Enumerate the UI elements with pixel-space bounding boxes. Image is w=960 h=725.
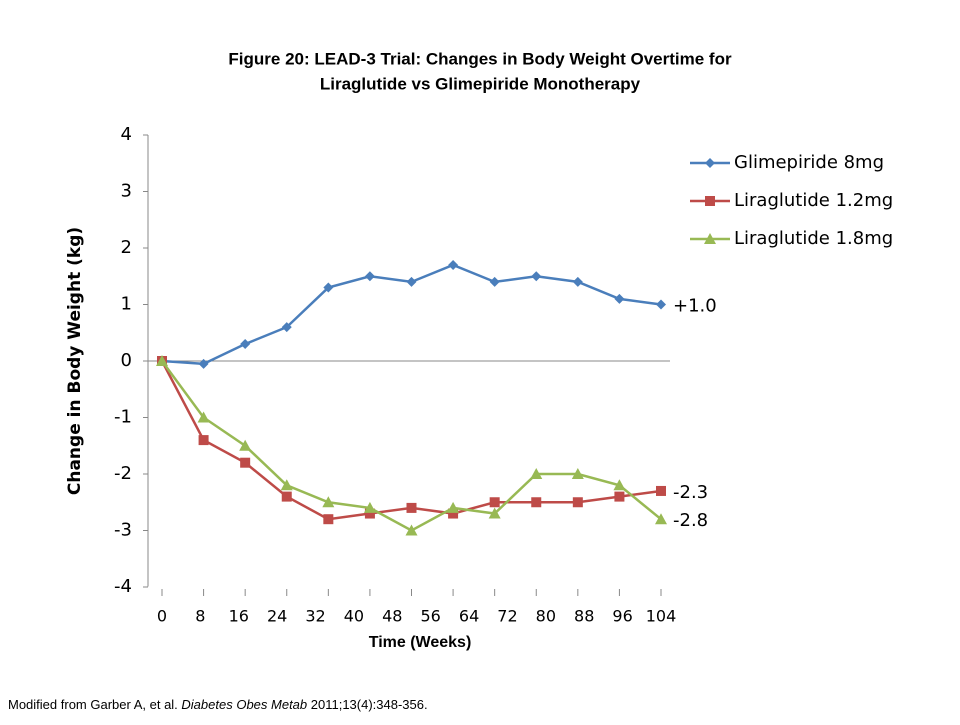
x-tick-label: 64	[459, 607, 479, 626]
marker	[240, 457, 251, 468]
y-tick-label: -3	[114, 520, 132, 541]
y-tick-label: 4	[121, 124, 132, 145]
marker	[613, 479, 626, 491]
marker	[572, 276, 583, 287]
marker	[405, 524, 418, 536]
marker	[448, 508, 459, 519]
marker	[571, 468, 584, 479]
x-tick-label: 56	[421, 607, 441, 626]
marker	[322, 496, 335, 508]
x-tick-label: 40	[344, 607, 364, 626]
marker	[489, 497, 500, 508]
x-tick-label: 96	[612, 607, 632, 626]
footnote-text: Modified from Garber A, et al.	[8, 697, 181, 712]
x-tick-label: 48	[382, 607, 402, 626]
y-tick-label: 3	[121, 181, 132, 202]
x-tick-label: 32	[305, 607, 325, 626]
marker	[197, 411, 210, 423]
marker	[406, 276, 417, 287]
marker	[656, 299, 666, 310]
marker	[240, 339, 251, 350]
marker	[614, 293, 625, 304]
end-label: +1.0	[673, 296, 717, 317]
x-tick-label: 8	[195, 607, 205, 626]
x-tick-label: 0	[157, 607, 167, 626]
marker	[239, 439, 252, 451]
footnote-text: 2011;13(4):348-356.	[307, 697, 427, 712]
marker	[530, 468, 543, 479]
marker	[531, 497, 542, 508]
marker	[363, 501, 376, 513]
y-tick-label: 0	[121, 350, 132, 371]
marker	[655, 513, 667, 525]
legend-label: Liraglutide 1.2mg	[734, 190, 893, 211]
marker	[281, 322, 292, 333]
x-tick-label: 80	[536, 607, 556, 626]
marker	[156, 355, 168, 366]
y-tick-label: 1	[121, 294, 132, 315]
marker	[198, 358, 209, 369]
y-tick-label: -2	[114, 463, 132, 484]
marker	[323, 514, 334, 525]
y-tick-label: -1	[114, 407, 132, 428]
legend-label: Glimepiride 8mg	[734, 152, 884, 173]
marker	[704, 233, 716, 244]
marker	[614, 491, 625, 502]
marker	[705, 158, 715, 168]
marker	[323, 282, 334, 293]
marker	[705, 196, 715, 206]
end-label: -2.8	[673, 510, 708, 531]
marker	[281, 491, 292, 502]
marker	[531, 271, 542, 282]
x-tick-label: 24	[267, 607, 287, 626]
marker	[406, 502, 417, 513]
x-tick-label: 72	[497, 607, 517, 626]
x-tick-label: 16	[229, 607, 249, 626]
marker	[364, 508, 375, 519]
legend-label: Liraglutide 1.8mg	[734, 228, 893, 249]
marker	[447, 501, 460, 513]
chart-title: Figure 20: LEAD-3 Trial: Changes in Body…	[228, 49, 732, 68]
end-label: -2.3	[673, 482, 708, 503]
marker	[656, 485, 666, 496]
y-axis-label: Change in Body Weight (kg)	[65, 227, 85, 495]
x-tick-label: 104	[646, 607, 677, 626]
marker	[280, 479, 293, 491]
marker	[448, 259, 459, 270]
marker	[489, 276, 500, 287]
marker	[488, 507, 501, 519]
x-tick-label: 88	[574, 607, 594, 626]
marker	[364, 271, 375, 282]
chart-title: Liraglutide vs Glimepiride Monotherapy	[320, 74, 641, 93]
marker	[572, 497, 583, 508]
footnote: Modified from Garber A, et al. Diabetes …	[8, 697, 428, 712]
y-tick-label: 2	[121, 237, 132, 258]
marker	[198, 435, 209, 446]
x-axis-label: Time (Weeks)	[369, 634, 472, 651]
footnote-journal: Diabetes Obes Metab	[181, 697, 307, 712]
y-tick-label: -4	[114, 576, 132, 597]
